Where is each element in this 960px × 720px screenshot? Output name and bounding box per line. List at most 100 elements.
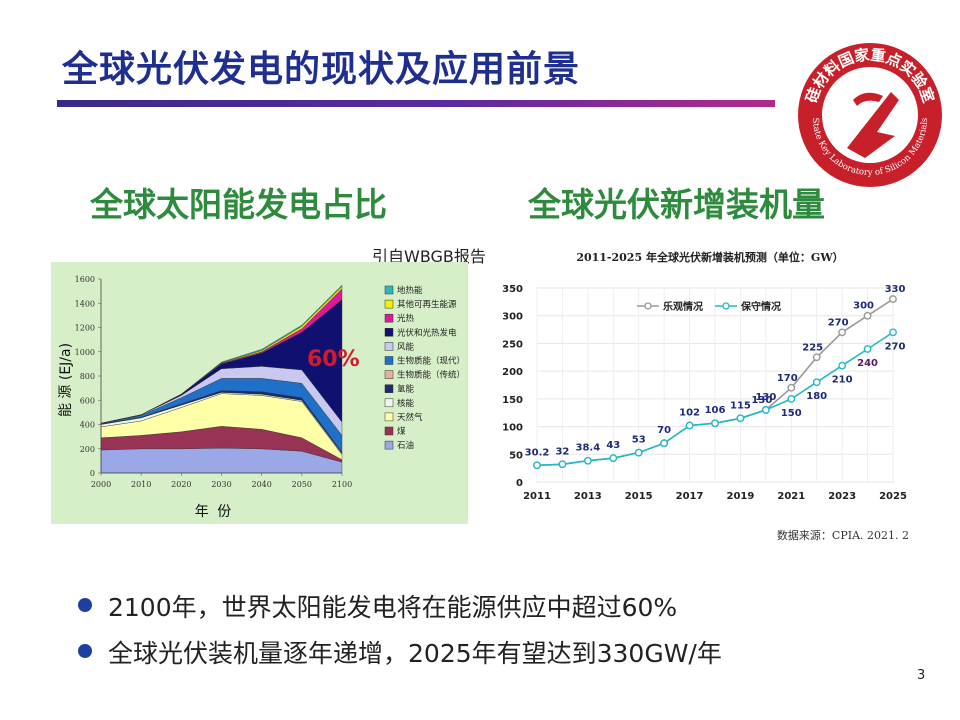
data-label-conservative: 150 — [781, 408, 802, 419]
y-tick-label: 1600 — [75, 275, 95, 284]
data-label-conservative: 70 — [657, 425, 671, 436]
bullet-item: 全球光伏装机量逐年递增，2025年有望达到330GW/年 — [78, 634, 722, 670]
y-tick-label: 800 — [80, 372, 95, 381]
legend-label: 石油 — [397, 440, 414, 451]
data-label-optimistic: 330 — [885, 284, 906, 295]
data-label-conservative: 102 — [679, 407, 700, 418]
data-label-optimistic: 130 — [751, 395, 772, 406]
logo-emblem-mark — [847, 92, 899, 158]
y-tick-label: 0 — [516, 478, 523, 489]
data-point — [863, 345, 872, 353]
data-point — [787, 394, 796, 403]
data-label-conservative: 180 — [806, 391, 827, 402]
data-point — [838, 328, 847, 337]
data-point — [533, 461, 541, 470]
legend-swatch — [384, 313, 394, 323]
data-point — [685, 421, 694, 430]
legend-swatch — [384, 384, 394, 393]
x-tick-label: 2020 — [171, 480, 191, 489]
x-tick-label: 2040 — [251, 480, 271, 489]
data-point — [838, 361, 847, 370]
data-label-optimistic: 270 — [828, 317, 849, 328]
y-tick-label: 350 — [502, 284, 523, 295]
page-title: 全球光伏发电的现状及应用前景 — [62, 49, 581, 90]
chart-title: 2011-2025 年全球光伏新增装机预测（单位：GW） — [576, 250, 843, 264]
data-label-conservative: 270 — [885, 341, 906, 352]
y-tick-label: 600 — [80, 396, 95, 405]
data-point — [812, 378, 821, 387]
legend-label: 保守情况 — [740, 300, 781, 313]
lab-logo: 硅材料国家重点实验室 State Key Laboratory of Silic… — [798, 43, 942, 187]
area-series-地热能 — [100, 284, 343, 424]
x-tick-label: 2030 — [211, 480, 231, 489]
legend-swatch — [384, 440, 394, 450]
logo-inner-disc — [822, 67, 918, 163]
chart-annotation: 60% — [307, 347, 360, 372]
bullet-text: 全球光伏装机量逐年递增，2025年有望达到330GW/年 — [108, 639, 722, 668]
data-label-optimistic: 225 — [802, 342, 823, 353]
y-tick-label: 150 — [502, 395, 523, 406]
data-point — [761, 406, 770, 414]
x-tick-label: 2023 — [828, 491, 856, 502]
legend-swatch — [384, 398, 394, 408]
data-point — [787, 383, 796, 392]
data-point — [634, 448, 643, 457]
y-tick-label: 200 — [80, 445, 95, 454]
data-label-optimistic: 300 — [853, 301, 874, 312]
legend-swatch — [384, 356, 394, 365]
energy-share-area-chart: 0 200 400 600 800 1000 1200 1400 1600 2000 2010 202… — [51, 262, 468, 524]
right-chart-heading: 全球光伏新增装机量 — [528, 185, 825, 224]
data-point — [711, 419, 719, 428]
x-tick-label: 2010 — [131, 480, 151, 489]
y-axis-title: 能 源 (EJ/a) — [58, 343, 74, 417]
legend-label: 光热 — [397, 313, 415, 324]
legend-marker — [722, 302, 730, 310]
data-label-conservative: 115 — [730, 400, 751, 411]
bullet-text: 2100年，世界太阳能发电将在能源供应中超过60% — [108, 593, 678, 622]
x-tick-label: 2017 — [676, 491, 704, 502]
data-label-conservative: 43 — [606, 440, 620, 451]
y-tick-label: 400 — [80, 421, 95, 430]
legend-marker — [644, 302, 652, 310]
data-point — [583, 456, 592, 465]
x-tick-label: 2015 — [625, 491, 653, 502]
legend-label: 氢能 — [397, 384, 415, 395]
data-label-conservative: 106 — [705, 405, 726, 416]
data-label-conservative: 30.2 — [525, 447, 550, 458]
legend-label: 煤 — [397, 426, 406, 437]
data-point — [660, 439, 669, 448]
data-point — [736, 414, 745, 423]
left-chart-source-note: 引自WBGB报告 — [372, 247, 486, 266]
y-tick-label: 50 — [509, 450, 523, 461]
data-label-conservative: 53 — [632, 435, 646, 446]
bullet-dot-icon — [78, 644, 92, 658]
data-point — [889, 295, 897, 303]
legend-label: 其他可再生能源 — [397, 299, 457, 310]
y-tick-label: 1000 — [75, 348, 95, 357]
data-point — [558, 460, 567, 469]
y-tick-label: 1200 — [75, 324, 95, 333]
x-tick-label: 2021 — [777, 491, 805, 502]
legend-label: 天然气 — [397, 412, 423, 423]
legend-swatch — [384, 285, 394, 295]
legend-swatch — [384, 328, 394, 337]
data-label-conservative: 210 — [832, 375, 853, 386]
data-label-conservative: 38.4 — [576, 443, 601, 454]
x-tick-label: 2011 — [523, 491, 551, 502]
pv-installation-line-chart: 2011-2025 年全球光伏新增装机预测（单位：GW） 0 50 100 150 200… — [497, 242, 919, 546]
data-point — [889, 328, 897, 337]
legend-label: 风能 — [397, 341, 415, 352]
y-tick-label: 0 — [90, 469, 95, 478]
data-point — [812, 353, 821, 362]
legend-label: 地热能 — [397, 285, 423, 296]
x-tick-label: 2050 — [292, 480, 312, 489]
y-tick-label: 250 — [502, 339, 523, 350]
x-tick-label: 2013 — [574, 491, 602, 502]
bullet-dot-icon — [78, 598, 92, 612]
y-tick-label: 1400 — [75, 299, 95, 308]
data-label-conservative: 130 — [755, 392, 776, 403]
legend-swatch — [384, 412, 394, 422]
chart-source-note: 数据来源：CPIA. 2021. 2 — [777, 528, 909, 542]
x-tick-label: 2000 — [91, 480, 111, 489]
y-tick-label: 300 — [502, 312, 523, 323]
